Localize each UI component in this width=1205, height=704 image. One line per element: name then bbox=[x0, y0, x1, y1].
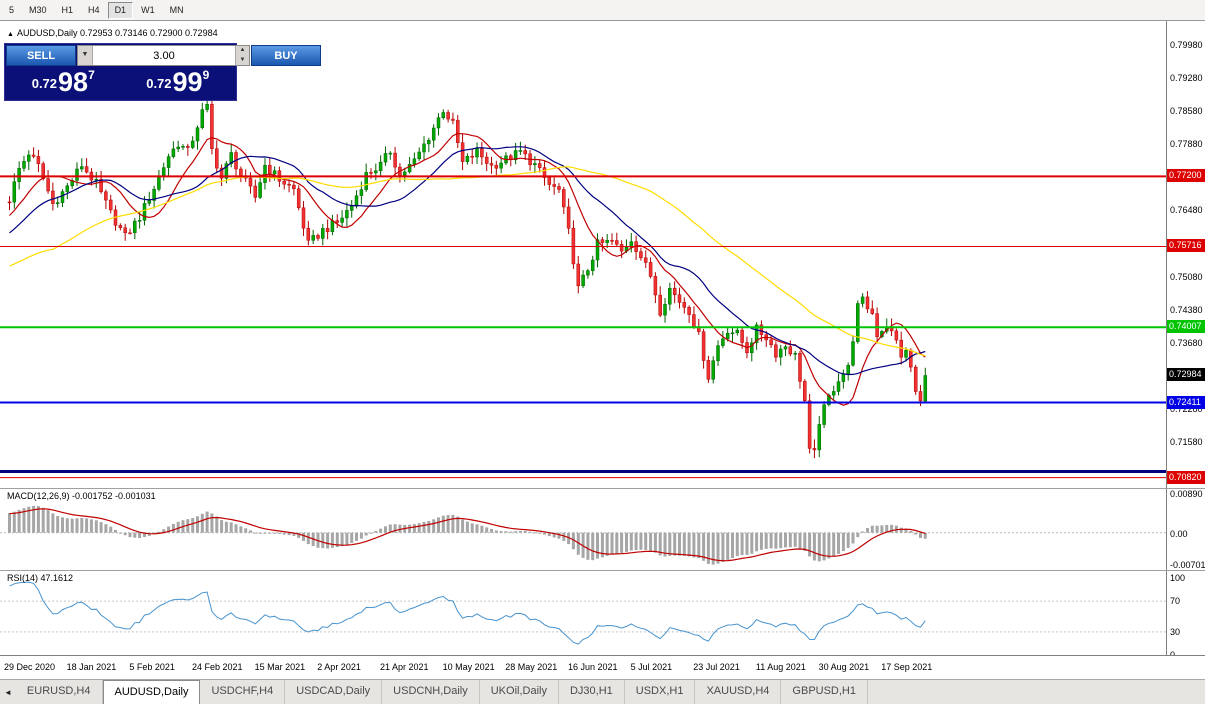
price-tick: 0.79280 bbox=[1170, 73, 1203, 84]
macd-label: MACD(12,26,9) -0.001752 -0.001031 bbox=[7, 491, 156, 501]
date-label: 28 May 2021 bbox=[505, 662, 558, 672]
volume-input[interactable] bbox=[93, 46, 235, 65]
tab-xauusd-h4[interactable]: XAUUSD,H4 bbox=[695, 680, 782, 704]
date-label: 30 Aug 2021 bbox=[818, 662, 870, 672]
timeframe-button-m30[interactable]: M30 bbox=[22, 2, 54, 19]
chart-tabs-bar: ◄ EURUSD,H4 AUDUSD,Daily USDCHF,H4 USDCAD,Da… bbox=[0, 679, 1205, 704]
ma-21-line bbox=[9, 146, 926, 376]
bid-price: 0.72 98 7 bbox=[32, 69, 95, 96]
ma-50-line bbox=[9, 166, 926, 357]
bid-pipette: 7 bbox=[88, 68, 95, 82]
bid-big-digits: 98 bbox=[58, 67, 89, 97]
date-label: 17 Sep 2021 bbox=[881, 662, 933, 672]
date-label: 11 Aug 2021 bbox=[755, 662, 806, 672]
price-tick: 0.76480 bbox=[1170, 205, 1203, 216]
date-label: 15 Mar 2021 bbox=[254, 662, 306, 672]
buy-button[interactable]: BUY bbox=[251, 45, 321, 66]
price-chart[interactable] bbox=[0, 21, 1166, 655]
one-click-trading-panel: SELL ▼ ▲ ▼ BUY 0.72 98 7 0.72 99 9 bbox=[4, 43, 321, 101]
timeframe-button-w1[interactable]: W1 bbox=[134, 2, 162, 19]
price-tick: 0.75080 bbox=[1170, 271, 1203, 282]
volume-up-icon[interactable]: ▲ bbox=[239, 47, 246, 53]
ask-prefix: 0.72 bbox=[146, 76, 172, 91]
date-label: 23 Jul 2021 bbox=[693, 662, 740, 672]
volume-down-icon[interactable]: ▼ bbox=[239, 56, 246, 63]
date-label: 2 Apr 2021 bbox=[317, 662, 361, 672]
timeframe-button-h4[interactable]: H4 bbox=[81, 2, 107, 19]
tabs-scroll-left-icon[interactable]: ◄ bbox=[4, 687, 12, 697]
price-tag-support-lower: 0.70820 bbox=[1167, 470, 1205, 484]
price-tick: 0.72280 bbox=[1170, 403, 1203, 414]
date-label: 24 Feb 2021 bbox=[191, 662, 243, 672]
price-axis[interactable]: 0.799800.792800.785800.778800.771800.764… bbox=[1166, 21, 1205, 660]
price-tag-support-green: 0.74007 bbox=[1167, 320, 1205, 334]
tab-eurusd-h4[interactable]: EURUSD,H4 bbox=[16, 680, 103, 704]
price-tag-support-blue: 0.72411 bbox=[1167, 395, 1205, 409]
tab-ukoil-daily[interactable]: UKOil,Daily bbox=[480, 680, 559, 704]
candles-layer bbox=[7, 96, 928, 459]
macd-tick: 0.00 bbox=[1170, 528, 1188, 539]
price-tick: 0.79980 bbox=[1170, 40, 1203, 51]
chart-symbol-title: ▲ AUDUSD,Daily 0.72953 0.73146 0.72900 0.… bbox=[7, 28, 218, 38]
chart-region: 0.799800.792800.785800.778800.771800.764… bbox=[0, 20, 1205, 680]
ask-big-digits: 99 bbox=[172, 67, 203, 97]
price-tick: 0.71580 bbox=[1170, 436, 1203, 447]
rsi-tick: 30 bbox=[1170, 626, 1181, 637]
price-tag-resistance-mid: 0.75716 bbox=[1167, 239, 1205, 253]
rsi-tick: 70 bbox=[1170, 596, 1181, 607]
price-tick: 0.78580 bbox=[1170, 106, 1203, 117]
timeframe-button-mn[interactable]: MN bbox=[163, 2, 191, 19]
ask-price: 0.72 99 9 bbox=[146, 69, 209, 96]
tab-usdcnh-daily[interactable]: USDCNH,Daily bbox=[382, 680, 480, 704]
tab-usdchf-h4[interactable]: USDCHF,H4 bbox=[200, 680, 286, 704]
timeframe-button-h1[interactable]: H1 bbox=[55, 2, 81, 19]
ask-pipette: 9 bbox=[202, 68, 210, 82]
date-label: 29 Dec 2020 bbox=[4, 662, 56, 672]
rsi-panel-separator[interactable] bbox=[0, 570, 1205, 571]
date-label: 18 Jan 2021 bbox=[66, 662, 117, 672]
bid-prefix: 0.72 bbox=[31, 76, 58, 91]
date-label: 10 May 2021 bbox=[442, 662, 495, 672]
price-tick: 0.77880 bbox=[1170, 139, 1203, 150]
price-tag-resistance-upper: 0.77200 bbox=[1167, 169, 1205, 183]
date-label: 21 Apr 2021 bbox=[379, 662, 429, 672]
tab-usdcad-daily[interactable]: USDCAD,Daily bbox=[285, 680, 383, 704]
macd-histogram bbox=[8, 505, 927, 565]
macd-tick: -0.00701 bbox=[1170, 559, 1205, 570]
symbol-marker-icon: ▲ bbox=[7, 31, 14, 38]
tab-audusd-daily[interactable]: AUDUSD,Daily bbox=[102, 680, 201, 704]
time-axis[interactable]: 29 Dec 2020 18 Jan 2021 5 Feb 2021 24 Feb 2… bbox=[0, 655, 1205, 680]
tab-usdx-h1[interactable]: USDX,H1 bbox=[625, 680, 696, 704]
macd-signal-line bbox=[9, 508, 926, 562]
date-label: 5 Feb 2021 bbox=[129, 662, 175, 672]
macd-tick: 0.00890 bbox=[1170, 489, 1203, 499]
date-label: 16 Jun 2021 bbox=[567, 662, 618, 672]
date-label: 5 Jul 2021 bbox=[630, 662, 673, 672]
current-price-tag: 0.72984 bbox=[1167, 368, 1205, 382]
sell-button[interactable]: SELL bbox=[6, 45, 76, 66]
rsi-tick: 100 bbox=[1170, 573, 1186, 583]
macd-panel-separator[interactable] bbox=[0, 488, 1205, 489]
timeframe-button-5[interactable]: 5 bbox=[2, 2, 21, 19]
tab-dj30-h1[interactable]: DJ30,H1 bbox=[559, 680, 625, 704]
ma-10-line bbox=[9, 132, 926, 406]
price-tick: 0.73680 bbox=[1170, 337, 1203, 348]
timeframe-button-d1[interactable]: D1 bbox=[107, 1, 134, 19]
volume-control: ▼ ▲ ▼ bbox=[77, 45, 250, 66]
volume-spinner[interactable]: ▲ ▼ bbox=[235, 46, 249, 65]
timeframe-toolbar: 5 M30 H1 H4 D1 W1 MN bbox=[0, 0, 1205, 20]
price-tick: 0.74380 bbox=[1170, 304, 1203, 315]
rsi-label: RSI(14) 47.1612 bbox=[7, 573, 74, 583]
symbol-ohlc-text: AUDUSD,Daily 0.72953 0.73146 0.72900 0.7… bbox=[16, 28, 218, 38]
tab-gbpusd-h1[interactable]: GBPUSD,H1 bbox=[781, 680, 868, 704]
volume-dropdown-icon[interactable]: ▼ bbox=[78, 46, 93, 65]
rsi-line bbox=[9, 581, 926, 645]
